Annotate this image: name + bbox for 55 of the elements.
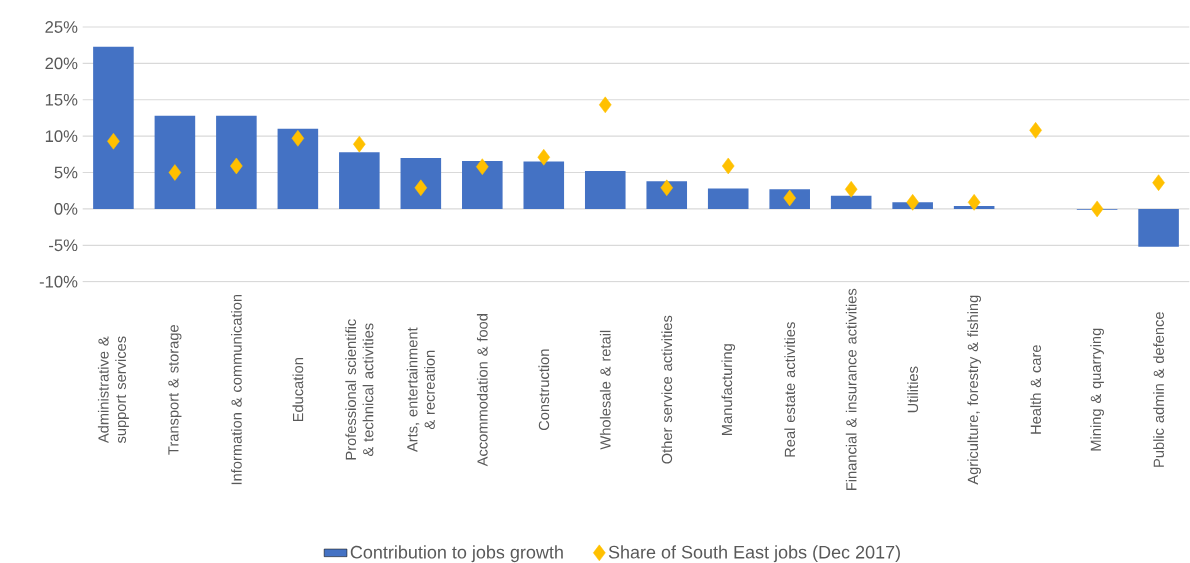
x-tick-label: Manufacturing bbox=[721, 344, 736, 435]
point bbox=[537, 148, 551, 166]
legend-label: Share of South East jobs (Dec 2017) bbox=[608, 545, 900, 563]
bar bbox=[707, 188, 749, 209]
y-tick-label: 5% bbox=[54, 166, 78, 179]
point bbox=[967, 194, 981, 211]
point bbox=[168, 164, 182, 181]
x-tick-label: Arts, entertainment & recreation bbox=[406, 327, 435, 453]
bar bbox=[584, 171, 626, 209]
point bbox=[353, 135, 366, 153]
x-tick-label: Real estate activities bbox=[784, 322, 796, 457]
point bbox=[721, 157, 735, 175]
x-tick-label: Wholesale & retail bbox=[599, 330, 611, 450]
x-tick-label: Public admin & defence bbox=[1153, 312, 1164, 467]
point bbox=[107, 132, 120, 150]
y-tick-label: 20% bbox=[45, 57, 78, 70]
bar bbox=[523, 161, 565, 209]
x-tick-label: Accommodation & food bbox=[476, 314, 488, 467]
bar bbox=[1138, 208, 1179, 247]
bar bbox=[400, 157, 442, 209]
point bbox=[844, 180, 858, 198]
x-tick-label: Professional scientific & technical activities bbox=[345, 319, 374, 460]
y-tick-label: -10% bbox=[39, 275, 78, 288]
x-tick-label: Utilities bbox=[907, 366, 919, 413]
point bbox=[598, 96, 612, 114]
point bbox=[476, 158, 489, 175]
point bbox=[1090, 200, 1104, 218]
x-tick-label: Administrative & support services bbox=[97, 336, 129, 444]
x-tick-label: Education bbox=[292, 358, 304, 422]
bar bbox=[277, 128, 319, 209]
bar bbox=[154, 115, 196, 209]
point bbox=[291, 130, 305, 147]
bar bbox=[830, 195, 872, 209]
y-tick-label: 15% bbox=[45, 93, 78, 106]
y-tick-label: 0% bbox=[54, 203, 78, 215]
x-tick-label: Health & care bbox=[1030, 345, 1042, 434]
x-tick-label: Mining & quarrying bbox=[1090, 328, 1104, 451]
y-tick-label: 10% bbox=[45, 130, 78, 143]
bar bbox=[216, 115, 257, 209]
x-tick-label: Other service activities bbox=[661, 315, 673, 464]
bar bbox=[93, 46, 134, 209]
x-tick-label: Transport & storage bbox=[168, 325, 182, 455]
point bbox=[906, 194, 919, 211]
bar bbox=[462, 160, 503, 209]
point bbox=[1152, 174, 1165, 191]
bar bbox=[339, 152, 380, 209]
x-tick-label: Financial & insurance activities bbox=[845, 288, 857, 490]
x-tick-label: Information & communication bbox=[231, 294, 242, 485]
x-tick-label: Agriculture, forestry & fishing bbox=[967, 295, 981, 485]
y-tick-label: 25% bbox=[45, 21, 78, 33]
y-tick-label: -5% bbox=[49, 239, 78, 252]
legend-label: Contribution to jobs growth bbox=[350, 545, 563, 563]
x-tick-label: Construction bbox=[538, 349, 550, 431]
point bbox=[1029, 122, 1042, 139]
point bbox=[230, 157, 243, 175]
